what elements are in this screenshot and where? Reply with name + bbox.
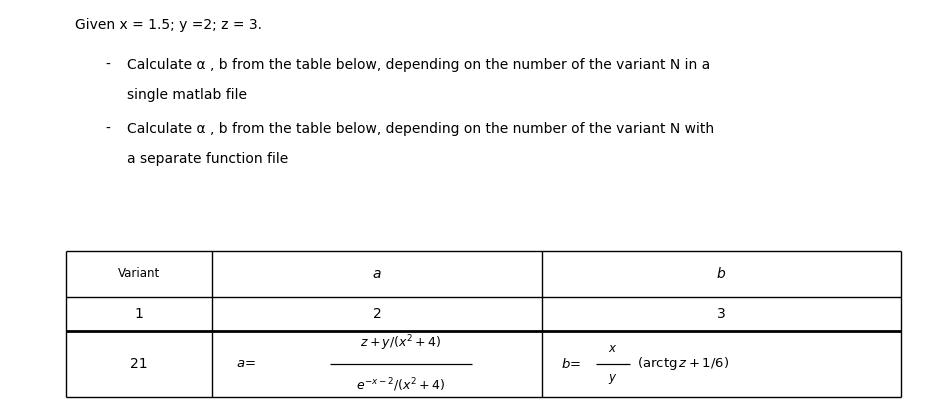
Text: $(\mathrm{arctg}\,z+1/6)$: $(\mathrm{arctg}\,z+1/6)$ xyxy=(637,355,729,373)
Text: single matlab file: single matlab file xyxy=(127,88,247,102)
Text: -: - xyxy=(106,58,110,72)
Text: Given x = 1.5; y =2; z = 3.: Given x = 1.5; y =2; z = 3. xyxy=(75,18,262,32)
Text: 21: 21 xyxy=(130,357,148,371)
Text: $e^{-x-2}/(x^{2}+4)$: $e^{-x-2}/(x^{2}+4)$ xyxy=(356,376,445,393)
Text: 2: 2 xyxy=(372,307,382,321)
Text: $b\!=\!$: $b\!=\!$ xyxy=(561,357,582,371)
Text: a separate function file: a separate function file xyxy=(127,152,289,166)
Text: $a$: $a$ xyxy=(372,267,382,281)
Text: 3: 3 xyxy=(717,307,726,321)
Text: $y$: $y$ xyxy=(608,372,618,386)
Text: Calculate α , b from the table below, depending on the number of the variant N w: Calculate α , b from the table below, de… xyxy=(127,122,715,136)
Text: Calculate α , b from the table below, depending on the number of the variant N i: Calculate α , b from the table below, de… xyxy=(127,58,711,72)
Text: 1: 1 xyxy=(135,307,143,321)
Text: -: - xyxy=(106,122,110,136)
Text: Variant: Variant xyxy=(118,267,160,280)
Text: $b$: $b$ xyxy=(717,266,726,281)
Text: $a\!=\!$: $a\!=\!$ xyxy=(236,357,256,371)
Text: $x$: $x$ xyxy=(608,342,618,355)
Text: $z+y/(x^{2}+4)$: $z+y/(x^{2}+4)$ xyxy=(360,333,441,353)
